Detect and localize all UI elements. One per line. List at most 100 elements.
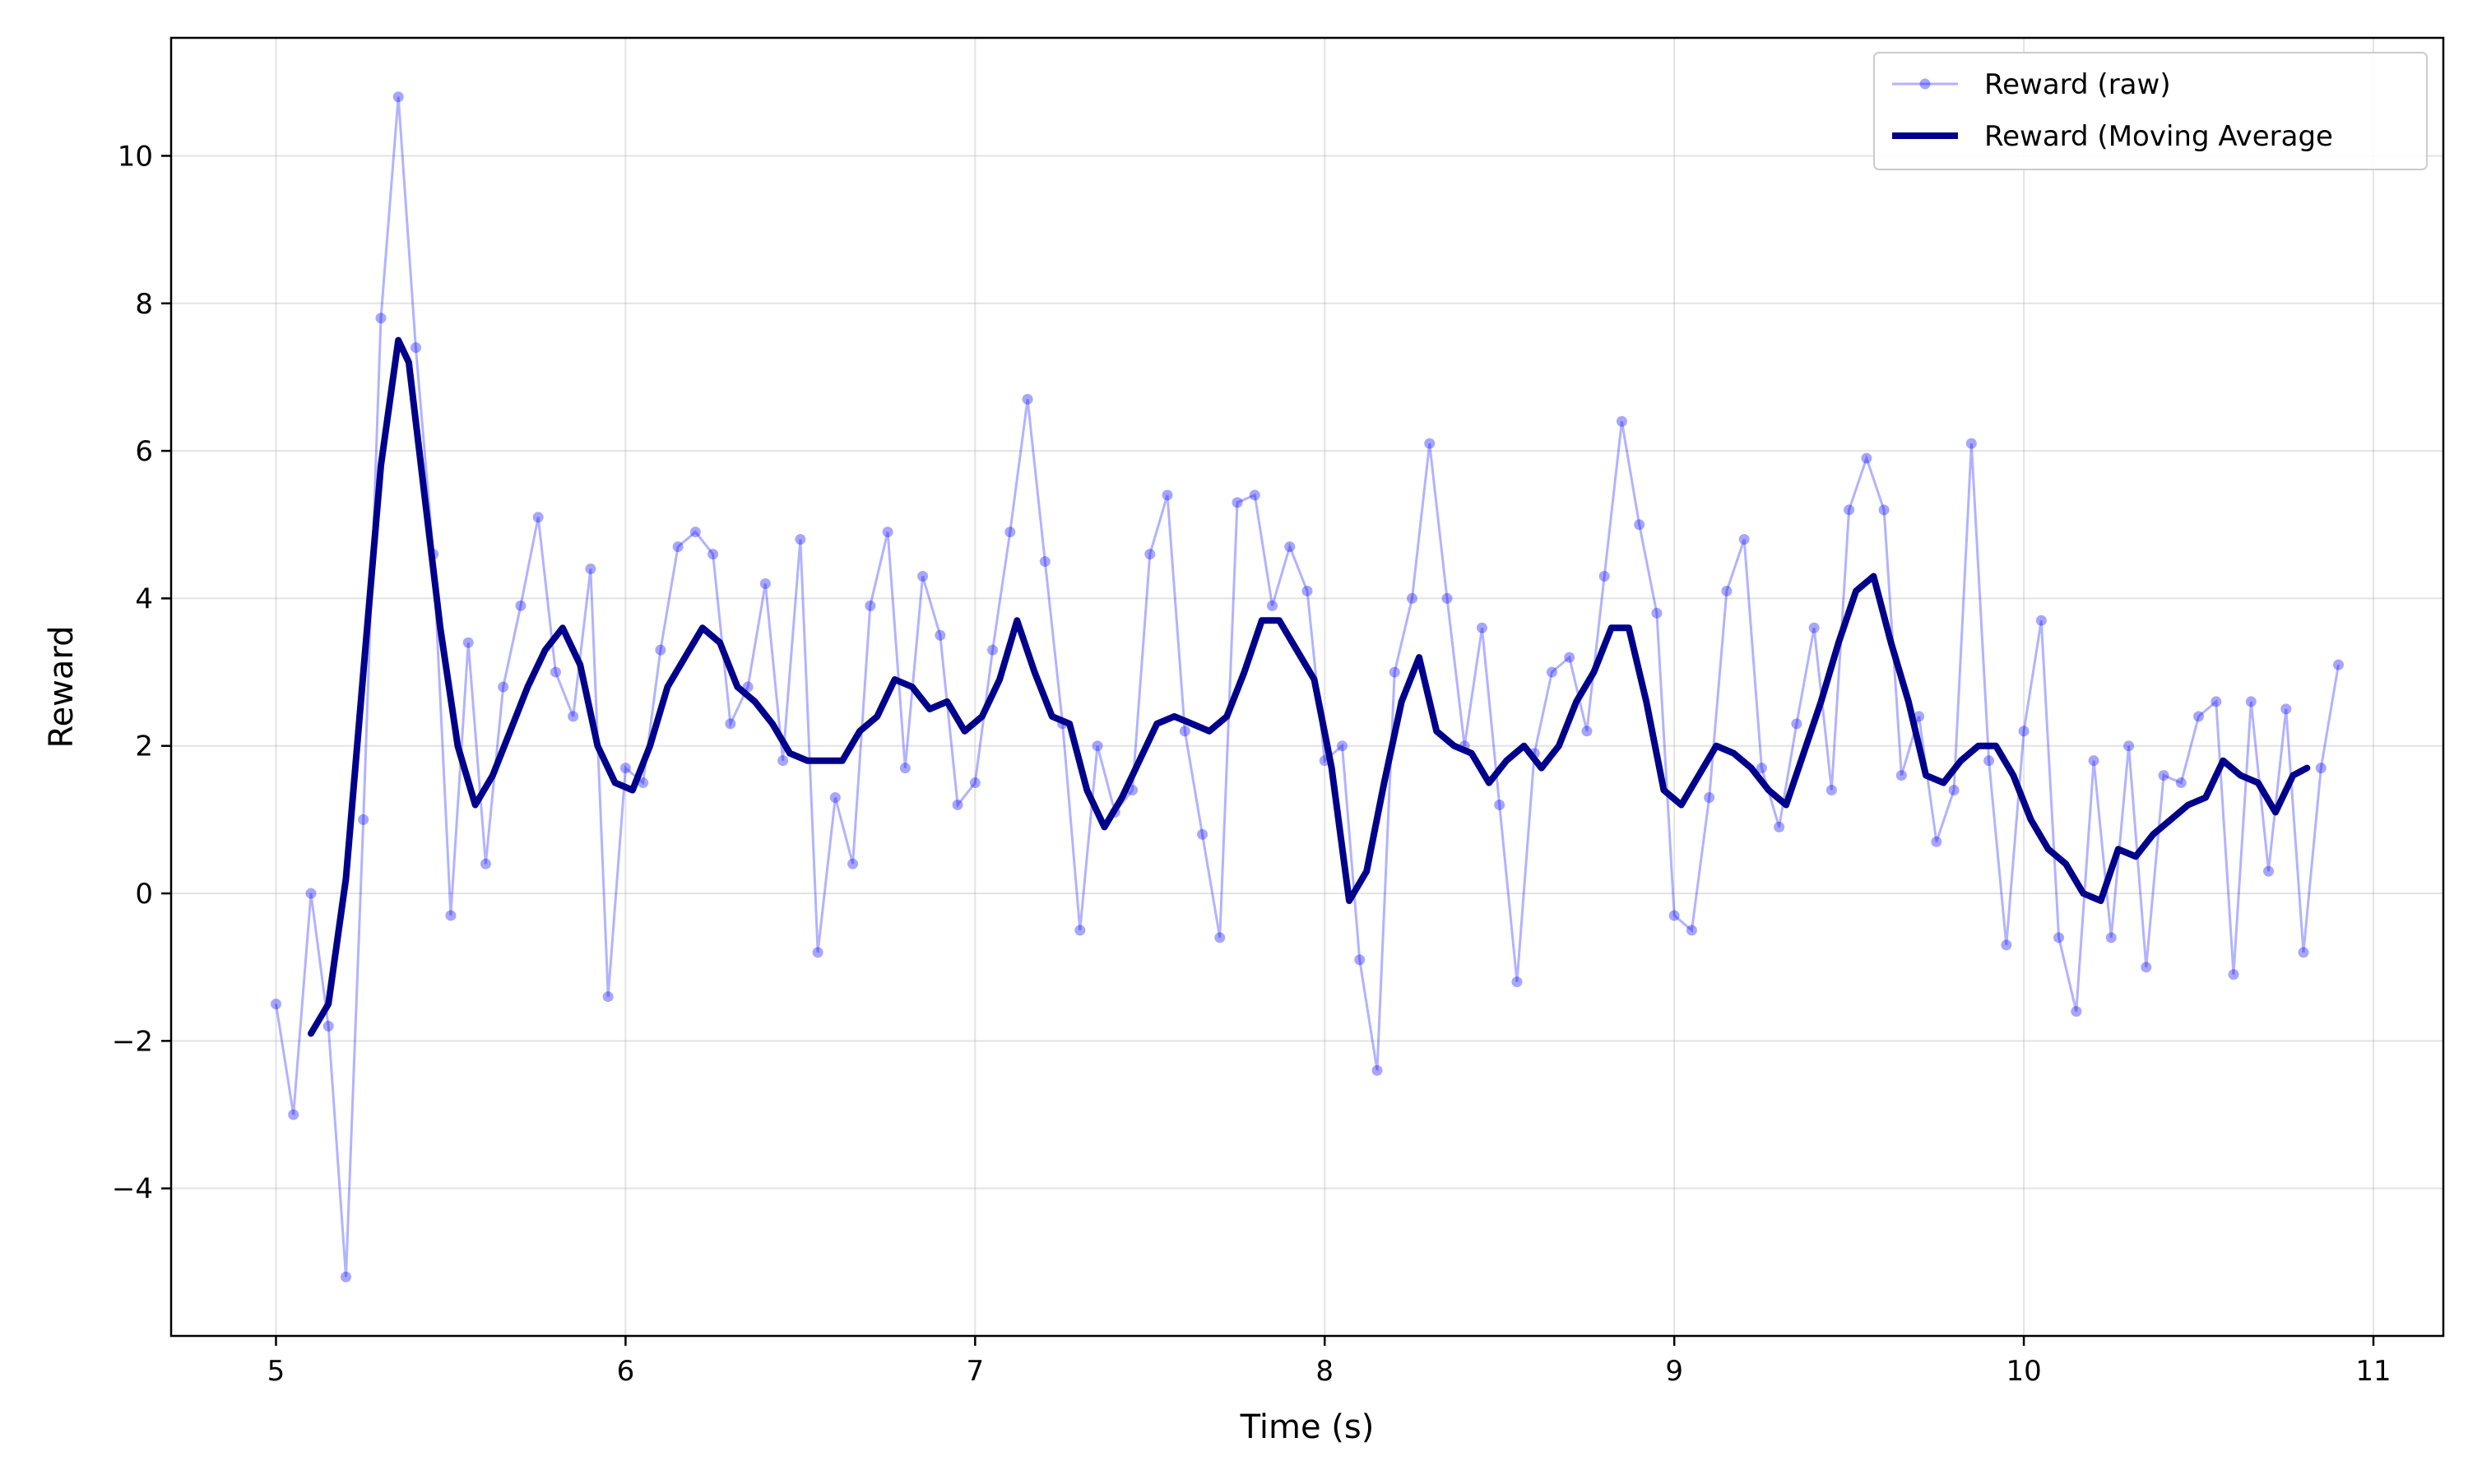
- raw-point: [2298, 947, 2309, 958]
- legend-raw-label: Reward (raw): [1984, 68, 2171, 101]
- raw-point: [498, 681, 509, 693]
- raw-point: [2001, 939, 2012, 951]
- legend-box: [1873, 52, 2428, 170]
- raw-point: [812, 947, 823, 958]
- grid-layer: [171, 38, 2443, 1336]
- x-tick-label: 9: [1665, 1355, 1683, 1388]
- raw-point: [1371, 1064, 1383, 1076]
- raw-point: [1004, 526, 1016, 538]
- raw-point: [532, 512, 544, 523]
- raw-point: [1354, 954, 1366, 966]
- raw-point: [1686, 925, 1697, 936]
- raw-point: [1616, 415, 1627, 427]
- raw-point: [2035, 614, 2047, 626]
- raw-point: [1598, 571, 1610, 582]
- raw-point: [322, 1020, 334, 1032]
- raw-point: [568, 711, 579, 722]
- raw-point: [917, 571, 929, 582]
- raw-point: [1179, 726, 1190, 737]
- moving-average-layer: [308, 336, 2311, 1037]
- raw-point: [1965, 438, 1977, 449]
- raw-point: [2280, 703, 2292, 715]
- raw-point: [392, 91, 404, 103]
- raw-point: [1668, 910, 1680, 921]
- raw-point: [1844, 504, 1855, 516]
- y-tick-label: 6: [135, 435, 153, 468]
- raw-point: [515, 600, 527, 611]
- raw-point: [2333, 659, 2345, 670]
- raw-point: [1948, 785, 1960, 796]
- raw-point: [288, 1109, 299, 1120]
- raw-point: [2141, 962, 2152, 973]
- raw-point: [1564, 652, 1575, 663]
- raw-point: [1895, 770, 1907, 781]
- raw-point: [1861, 452, 1872, 464]
- raw-point: [969, 777, 981, 789]
- raw-point: [1144, 549, 1156, 560]
- raw-point: [638, 777, 649, 789]
- raw-point: [1774, 821, 1785, 832]
- raw-point: [2071, 1006, 2082, 1017]
- raw-point: [1074, 925, 1086, 936]
- raw-point: [2018, 726, 2030, 737]
- raw-point: [899, 763, 911, 774]
- raw-point: [1389, 666, 1400, 678]
- raw-point: [2263, 865, 2275, 877]
- raw-point: [1914, 711, 1925, 722]
- plot-frame: [169, 36, 2445, 1338]
- x-tick-label: 5: [267, 1355, 285, 1388]
- raw-point: [270, 999, 281, 1010]
- raw-point: [1581, 726, 1593, 737]
- raw-point: [689, 526, 701, 538]
- raw-point: [1738, 534, 1750, 545]
- raw-point: [1197, 828, 1208, 840]
- raw-point: [602, 991, 614, 1003]
- tick-layer: 5 6 7 8 9 10 11 −4 −2 0 2 4 6 8 10: [112, 140, 2391, 1388]
- raw-point: [952, 799, 963, 810]
- raw-point: [707, 549, 719, 560]
- raw-point: [1162, 489, 1173, 501]
- y-tick-label: −2: [112, 1025, 153, 1058]
- raw-point: [795, 534, 806, 545]
- raw-point: [619, 763, 631, 774]
- moving-average-line: [308, 336, 2311, 1037]
- legend: Reward (raw) Reward (Moving Average: [1873, 52, 2428, 170]
- x-tick-label: 6: [617, 1355, 635, 1388]
- raw-point: [1284, 541, 1296, 553]
- y-tick-label: 4: [135, 582, 153, 615]
- legend-ma-label: Reward (Moving Average: [1984, 120, 2333, 153]
- raw-point: [777, 755, 789, 767]
- y-tick-label: 2: [135, 730, 153, 763]
- raw-point: [2193, 711, 2205, 722]
- raw-point: [987, 644, 999, 656]
- raw-point: [2175, 777, 2187, 789]
- raw-point: [1336, 740, 1348, 752]
- raw-point: [1406, 592, 1417, 604]
- raw-point: [340, 1271, 351, 1282]
- raw-point: [655, 644, 666, 656]
- raw-point: [1651, 607, 1663, 619]
- raw-point: [2228, 969, 2239, 981]
- y-axis-label: Reward: [43, 626, 81, 749]
- y-tick-label: −4: [112, 1173, 153, 1206]
- raw-point: [1721, 585, 1733, 596]
- raw-point: [1634, 519, 1645, 531]
- raw-point: [1022, 393, 1033, 405]
- raw-point: [445, 910, 457, 921]
- raw-point: [305, 888, 317, 899]
- y-tick-label: 8: [135, 288, 153, 321]
- raw-point: [1424, 438, 1436, 449]
- raw-point: [1983, 755, 1995, 767]
- raw-point: [375, 313, 387, 324]
- raw-point: [847, 858, 859, 870]
- y-tick-label: 0: [135, 878, 153, 911]
- raw-point: [480, 858, 491, 870]
- raw-point: [1756, 763, 1767, 774]
- raw-point: [2123, 740, 2135, 752]
- raw-point: [759, 577, 771, 589]
- x-tick-label: 10: [2006, 1355, 2041, 1388]
- raw-point: [2211, 696, 2222, 707]
- raw-point: [1808, 622, 1820, 633]
- raw-point: [1301, 585, 1313, 596]
